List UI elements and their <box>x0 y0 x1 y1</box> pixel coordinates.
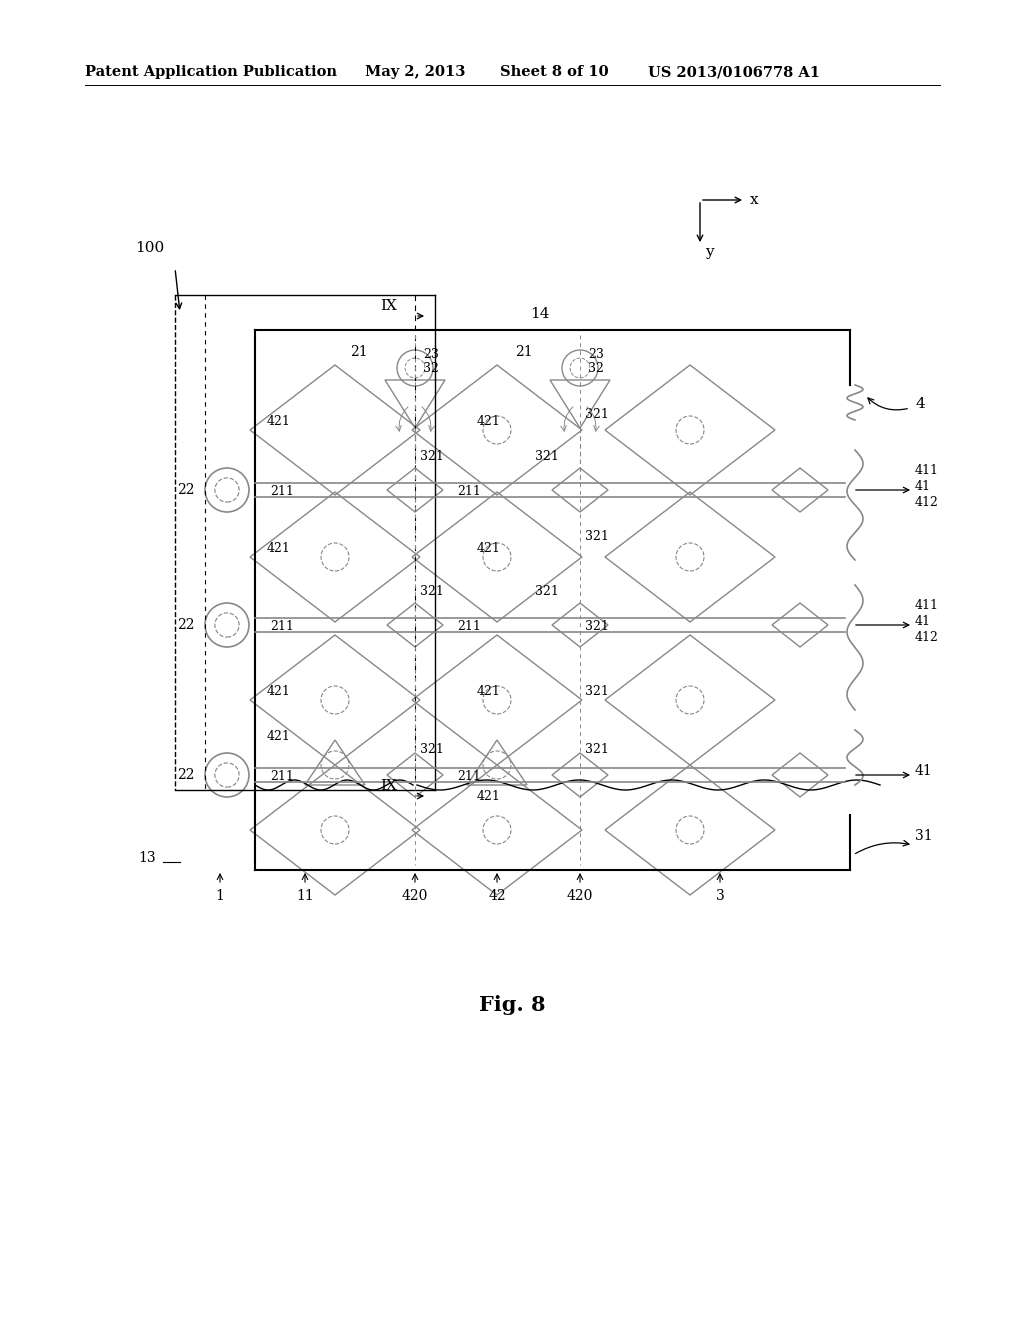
Text: 421: 421 <box>267 543 291 554</box>
Text: 42: 42 <box>488 888 506 903</box>
Text: 32: 32 <box>588 362 604 375</box>
Text: 321: 321 <box>585 408 609 421</box>
Text: 411: 411 <box>915 599 939 612</box>
Text: Fig. 8: Fig. 8 <box>479 995 545 1015</box>
Text: IX: IX <box>380 779 397 793</box>
Text: 211: 211 <box>270 770 294 783</box>
Text: 23: 23 <box>423 348 439 360</box>
Text: 21: 21 <box>350 345 368 359</box>
Text: 421: 421 <box>267 414 291 428</box>
Text: 321: 321 <box>535 450 559 463</box>
Text: 421: 421 <box>267 685 291 698</box>
Text: 420: 420 <box>401 888 428 903</box>
Text: 22: 22 <box>177 618 195 632</box>
Text: 321: 321 <box>420 450 443 463</box>
Text: 100: 100 <box>135 242 164 255</box>
Text: 41: 41 <box>915 615 931 628</box>
Text: Sheet 8 of 10: Sheet 8 of 10 <box>500 65 608 79</box>
Text: 321: 321 <box>420 585 443 598</box>
Text: 211: 211 <box>457 620 481 634</box>
Text: 211: 211 <box>457 484 481 498</box>
Text: IX: IX <box>380 300 397 313</box>
Text: May 2, 2013: May 2, 2013 <box>365 65 465 79</box>
Text: x: x <box>750 193 759 207</box>
Text: 22: 22 <box>177 483 195 498</box>
Text: 321: 321 <box>585 685 609 698</box>
Text: 321: 321 <box>585 743 609 756</box>
Text: 321: 321 <box>585 620 609 634</box>
Text: 22: 22 <box>177 768 195 781</box>
Text: 13: 13 <box>138 851 156 865</box>
Text: 31: 31 <box>915 829 933 843</box>
Text: 211: 211 <box>270 484 294 498</box>
Text: 23: 23 <box>588 348 604 360</box>
Text: 41: 41 <box>915 764 933 777</box>
Text: 412: 412 <box>915 631 939 644</box>
Text: 14: 14 <box>530 308 550 321</box>
Text: 321: 321 <box>420 743 443 756</box>
Text: 412: 412 <box>915 496 939 510</box>
Text: 421: 421 <box>477 685 501 698</box>
Text: 321: 321 <box>585 531 609 543</box>
Text: US 2013/0106778 A1: US 2013/0106778 A1 <box>648 65 820 79</box>
Text: 420: 420 <box>567 888 593 903</box>
Text: 4: 4 <box>915 397 925 411</box>
Text: y: y <box>705 246 714 259</box>
Text: 421: 421 <box>477 414 501 428</box>
Text: 321: 321 <box>535 585 559 598</box>
Text: 3: 3 <box>716 888 724 903</box>
Text: 421: 421 <box>477 543 501 554</box>
Text: 21: 21 <box>515 345 532 359</box>
Text: 421: 421 <box>267 730 291 743</box>
Text: Patent Application Publication: Patent Application Publication <box>85 65 337 79</box>
Text: 1: 1 <box>216 888 224 903</box>
Text: 421: 421 <box>477 789 501 803</box>
Text: 41: 41 <box>915 480 931 492</box>
Text: 211: 211 <box>270 620 294 634</box>
Text: 11: 11 <box>296 888 314 903</box>
Text: 32: 32 <box>423 362 439 375</box>
Text: 411: 411 <box>915 465 939 477</box>
Text: 211: 211 <box>457 770 481 783</box>
